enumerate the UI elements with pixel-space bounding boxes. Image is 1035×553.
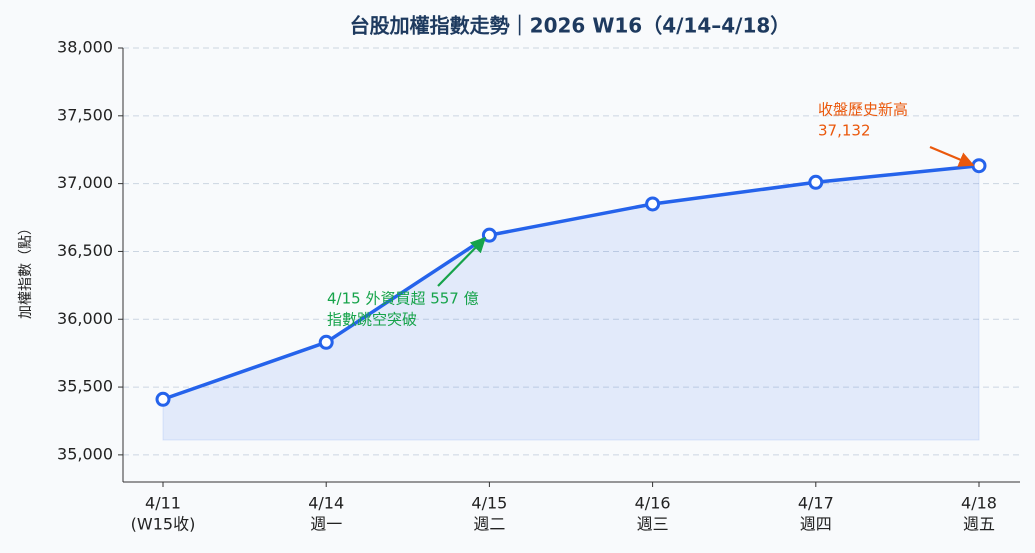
y-tick-label: 38,000: [57, 38, 113, 57]
area: [162, 165, 980, 441]
chart-title: 台股加權指數走勢｜2026 W16（4/14–4/18）: [350, 14, 791, 38]
point: [971, 158, 987, 174]
point: [155, 391, 171, 407]
y-tick-label: 35,000: [57, 444, 113, 463]
annotation: 指數跳空突破: [327, 311, 417, 329]
x-tick-sublabel: 週一: [310, 515, 342, 534]
x-tick-label: 4/15: [471, 494, 507, 513]
point: [808, 174, 824, 190]
y-axis-label: 加權指數（點）: [18, 221, 34, 319]
x-tick-label: 4/18: [961, 494, 997, 513]
x-tick-label: 4/17: [798, 494, 834, 513]
x-tick-sublabel: 週二: [473, 515, 505, 534]
point: [481, 227, 497, 243]
point: [318, 334, 334, 350]
y-tick-label: 35,500: [57, 377, 113, 396]
x-tick-sublabel: (W15收): [131, 515, 196, 534]
x-tick-label: 4/11: [145, 494, 181, 513]
y-tick-label: 37,500: [57, 105, 113, 124]
annotation: 收盤歷史新高: [818, 101, 908, 119]
annotation: 37,132: [818, 122, 871, 140]
annotation: 4/15 外資買超 557 億: [327, 290, 479, 308]
y-tick-label: 37,000: [57, 173, 113, 192]
y-tick-label: 36,000: [57, 309, 113, 328]
x-tick-sublabel: 週三: [637, 515, 669, 534]
annotation-arrow: [929, 145, 975, 167]
x-tick-sublabel: 週五: [963, 515, 995, 534]
y-tick-label: 36,500: [57, 241, 113, 260]
x-tick-sublabel: 週四: [800, 515, 832, 534]
x-tick-label: 4/16: [635, 494, 671, 513]
annotation-arrow: [437, 236, 487, 287]
point: [645, 196, 661, 212]
x-tick-label: 4/14: [308, 494, 344, 513]
line: [162, 163, 980, 401]
